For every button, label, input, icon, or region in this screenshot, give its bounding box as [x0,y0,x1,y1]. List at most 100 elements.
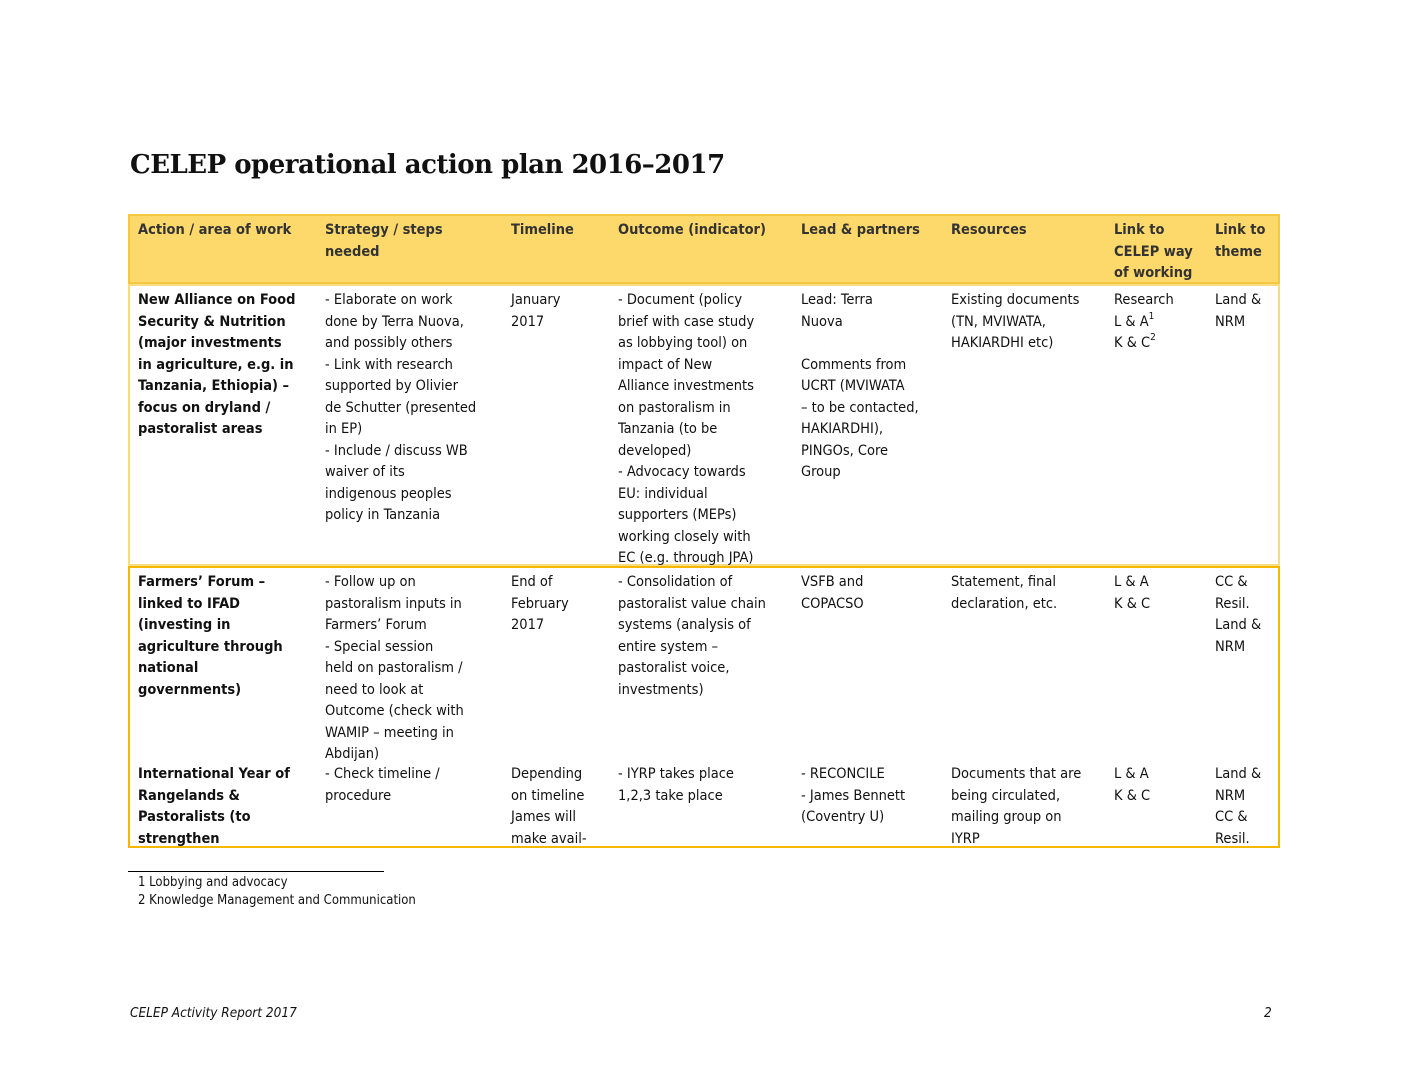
cell-line: Depending [511,766,583,782]
cell-line: International Year of [138,766,290,782]
cell-line: K & C2 [1114,333,1174,355]
cell-line: CC & [1215,574,1248,590]
cell-paragraph: VSFB and COPACSO [801,572,864,615]
cell-paragraph: - Check timeline / procedure [325,764,440,807]
cell-line: NRM [1215,638,1246,655]
footnote-ref: 2 [1150,332,1156,343]
cell-line: need to look at [325,681,424,698]
table-cell: - Elaborate on work done by Terra Nuova, a… [325,290,476,527]
cell-line: focus on dryland / [138,399,271,416]
header-line: Outcome (indicator) [618,222,766,238]
cell-line: Documents that are [951,766,1082,782]
header-cell: Lead & partners [801,220,920,242]
cell-line: (investing in [138,617,231,633]
cell-line: 1,2,3 take place [618,787,723,804]
cell-line: - Link with research [325,356,453,373]
footnote-ref: 1 [1148,310,1155,322]
cell-paragraph: Existing documents (TN, MVIWATA, HAKIARDHI… [951,290,1079,355]
cell-line: held on pastoralism / [325,660,463,676]
cell-line: Outcome (check with [325,703,464,719]
table-cell: Land & NRM [1215,290,1261,333]
cell-line: - Elaborate on work [325,292,453,308]
title: CELEP operational action plan 2016–2017 [130,150,725,180]
cell-line: 2017 [511,313,545,330]
cell-paragraph: - Consolidation of pastoralist value chai… [618,572,766,701]
cell-line: Abdijan) [325,746,380,762]
footnote: 2 Knowledge Management and Communication [138,893,416,908]
header-cell: Action / area of work [138,220,291,242]
cell-line: supported by Olivier [325,378,458,394]
header-cell: Timeline [511,220,574,242]
header-row: Action / area of work Strategy / steps nee… [128,214,1280,284]
cell-line: Rangelands & [138,787,240,804]
cell-line: mailing group on [951,809,1062,825]
cell-line: Alliance investments [618,378,754,394]
cell-line: on pastoralism in [618,399,731,416]
cell-line: (Coventry U) [801,809,885,825]
table-cell: Research L & A1 K & C2 [1114,290,1174,355]
header-line: Resources [951,222,1027,238]
table-cell: Depending on timeline James will make avail… [511,764,587,850]
cell-line: done by Terra Nuova, [325,313,464,330]
table-cell: Lead: Terra Nuova Comments from UCRT (MVIWA… [801,290,919,484]
header-line: CELEP way [1114,243,1193,260]
table-cell: Land & NRM CC & Resil. [1215,764,1261,850]
cell-paragraph: Land & NRM CC & Resil. [1215,764,1261,850]
cell-line: Resil. [1215,830,1250,847]
cell-line: K & C [1114,595,1151,612]
cell-line: - Follow up on [325,574,416,590]
cell-line: pastoralist areas [138,421,263,437]
cell-line: strengthen [138,830,220,847]
cell-line: Statement, final [951,574,1057,590]
cell-text: L & A [1114,313,1149,330]
cell-line: agriculture through [138,638,283,655]
cell-line: Farmers’ Forum – [138,574,266,590]
cell-paragraph: New Alliance on Food Security & Nutrition… [138,290,295,441]
cell-line: impact of New [618,356,713,373]
cell-text: K & C [1114,335,1151,351]
cell-line: (TN, MVIWATA, [951,313,1046,330]
cell-line: K & C [1114,787,1151,804]
cell-paragraph: End of February 2017 [511,572,569,637]
cell-line: WAMIP – meeting in [325,724,454,741]
cell-line: make avail- [511,830,587,847]
cell-line: UCRT (MVIWATA [801,378,905,394]
cell-paragraph: Research L & A1 K & C2 [1114,290,1174,355]
cell-paragraph: - RECONCILE - James Bennett (Coventry U) [801,764,905,829]
cell-paragraph: January 2017 [511,290,560,333]
cell-line: - Special session [325,638,434,655]
table-cell: End of February 2017 [511,572,569,637]
cell-line: in agriculture, e.g. in [138,356,294,373]
cell-line: Group [801,464,841,480]
page-number: 2 [1264,1005,1272,1021]
cell-line: Security & Nutrition [138,313,286,330]
cell-line: EU: individual [618,485,708,502]
cell-line: HAKIARDHI), [801,421,884,437]
cell-line: L & A [1114,766,1149,782]
cell-line: Comments from [801,356,907,373]
cell-paragraph: Documents that are being circulated, maili… [951,764,1081,850]
table-cell: International Year of Rangelands & Pastora… [138,764,290,850]
cell-line: Nuova [801,313,843,330]
cell-line: as lobbying tool) on [618,335,748,351]
cell-line: indigenous peoples [325,485,452,502]
cell-line: - Advocacy towards [618,464,746,480]
table-cell: - IYRP takes place 1,2,3 take place [618,764,734,807]
cell-paragraph: - Elaborate on work done by Terra Nuova, a… [325,290,476,527]
table-cell: - Consolidation of pastoralist value chai… [618,572,766,701]
cell-line: HAKIARDHI etc) [951,335,1054,351]
cell-line: being circulated, [951,787,1061,804]
header-cell: Link to theme [1215,220,1265,263]
cell-line: NRM [1215,313,1246,330]
cell-line: de Schutter (presented [325,399,477,416]
table-row: International Year of Rangelands & Pastora… [128,760,1280,848]
cell-paragraph: - Follow up on pastoralism inputs in Farme… [325,572,464,766]
cell-line: on timeline [511,787,585,804]
cell-line: - James Bennett [801,787,906,804]
cell-line: End of [511,574,553,590]
cell-line: supporters (MEPs) [618,507,737,523]
cell-line: February [511,595,569,612]
cell-line: – to be contacted, [801,399,919,416]
cell-line: COPACSO [801,595,864,612]
cell-line: 2017 [511,617,545,633]
